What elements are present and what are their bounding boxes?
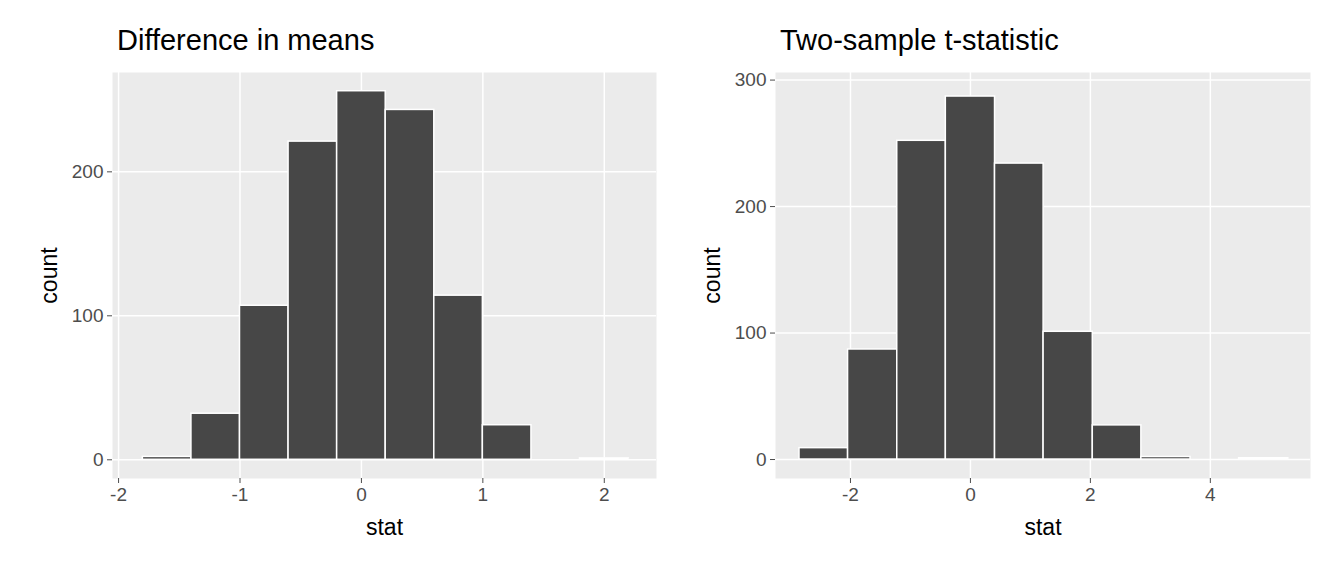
svg-text:300: 300: [735, 69, 767, 90]
html-text:Two-sample t-statistic: Two-sample t-statistic: [780, 24, 1059, 56]
svg-text:100: 100: [735, 322, 767, 343]
svg-text:2: 2: [1085, 484, 1096, 505]
svg-text:200: 200: [72, 161, 104, 182]
svg-text:stat: stat: [366, 514, 404, 540]
svg-text:count: count: [36, 247, 62, 304]
svg-text:stat: stat: [1024, 514, 1062, 540]
html-text:Difference in means: Difference in means: [117, 24, 375, 56]
svg-text:0: 0: [756, 449, 767, 470]
svg-text:-2: -2: [842, 484, 859, 505]
svg-text:1: 1: [478, 484, 489, 505]
svg-text:200: 200: [735, 196, 767, 217]
svg-text:4: 4: [1205, 484, 1216, 505]
svg-text:count: count: [699, 247, 725, 304]
svg-text:0: 0: [356, 484, 367, 505]
svg-text:-1: -1: [232, 484, 249, 505]
svg-text:0: 0: [965, 484, 976, 505]
svg-text:2: 2: [599, 484, 610, 505]
svg-text:0: 0: [93, 449, 104, 470]
svg-text:-2: -2: [110, 484, 127, 505]
svg-text:100: 100: [72, 305, 104, 326]
